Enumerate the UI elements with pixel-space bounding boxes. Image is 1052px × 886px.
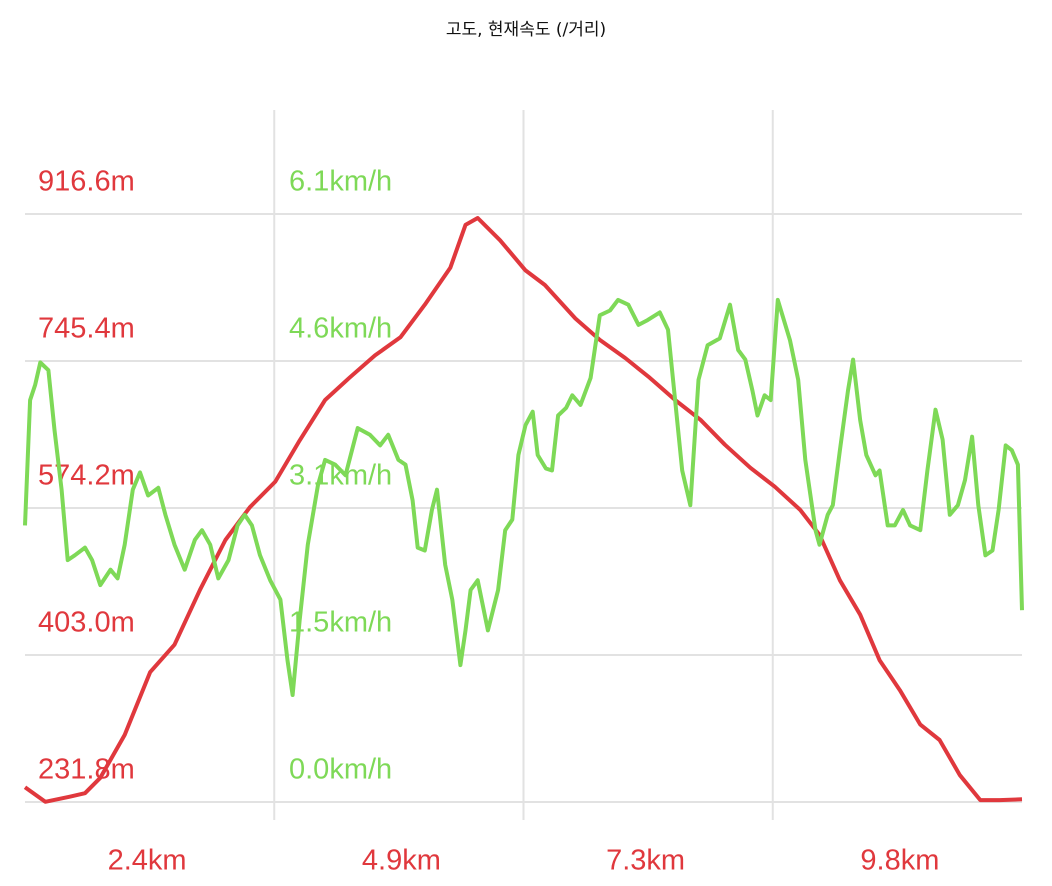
x-tick-label: 7.3km — [606, 845, 685, 877]
y2-tick-label: 0.0km/h — [289, 754, 392, 786]
x-tick-label: 4.9km — [362, 845, 441, 877]
y2-tick-label: 6.1km/h — [289, 166, 392, 198]
y-tick-label: 403.0m — [38, 607, 135, 639]
x-tick-label: 9.8km — [860, 845, 939, 877]
series-line — [23, 297, 1024, 697]
y-tick-label: 231.8m — [38, 754, 135, 786]
y-tick-label: 916.6m — [38, 166, 135, 198]
x-tick-label: 2.4km — [108, 845, 187, 877]
y2-tick-label: 4.6km/h — [289, 313, 392, 345]
y-tick-label: 745.4m — [38, 313, 135, 345]
series-line — [23, 216, 1023, 804]
y2-tick-label: 1.5km/h — [289, 607, 392, 639]
y2-tick-label: 3.1km/h — [289, 460, 392, 492]
chart-title: 고도, 현재속도 (/거리) — [446, 20, 606, 40]
y-tick-label: 574.2m — [38, 460, 135, 492]
